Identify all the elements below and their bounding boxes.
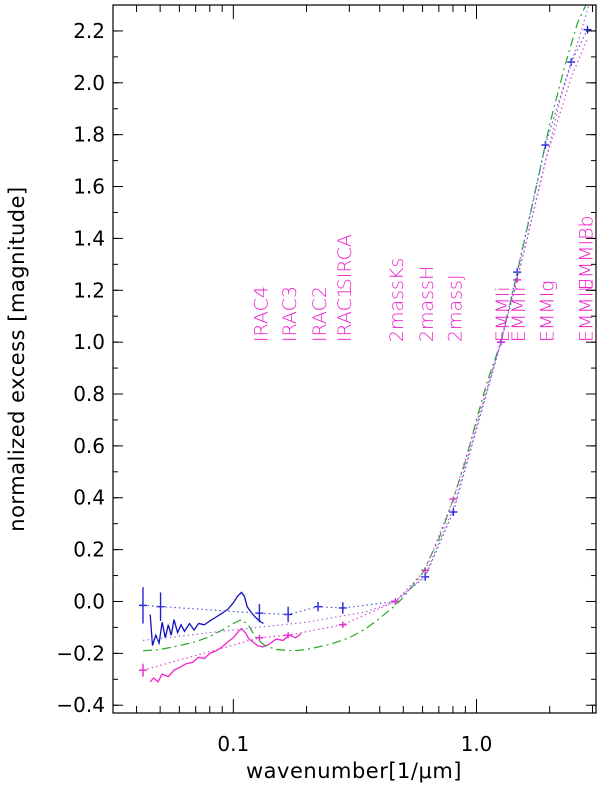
band-label: IRAC4 (250, 286, 272, 342)
plot-frame (112, 4, 597, 714)
band-label: EMMIBb (576, 215, 598, 290)
band-label: EMMIg (536, 280, 558, 342)
y-tick-label: 2.0 (73, 71, 105, 95)
y-tick-label: 1.0 (73, 330, 105, 354)
series-line-3 (149, 627, 302, 683)
data-point (255, 604, 264, 623)
band-label: IRAC3 (279, 286, 301, 342)
y-tick-label: −0.4 (56, 693, 105, 717)
x-tick-label: 0.1 (217, 732, 249, 756)
band-label: EMMIi (492, 286, 514, 342)
y-axis-title: normalized excess [magnitude] (5, 186, 29, 531)
series-line-5 (142, 29, 589, 616)
band-label: EMMIr (508, 284, 530, 342)
y-tick-label: 1.8 (73, 123, 105, 147)
series-line-7 (142, 5, 590, 641)
y-tick-label: 0.0 (73, 589, 105, 613)
y-tick-label: 0.2 (73, 538, 105, 562)
data-point (138, 587, 147, 624)
y-tick-label: −0.2 (56, 641, 105, 665)
x-tick-label: 1.0 (461, 732, 493, 756)
ticks-layer: −0.4 −0.2 0.0 0.2 0.4 0.6 0.8 1.0 1.2 1.4 1.6 1.8 2.… (56, 5, 596, 756)
band-label: IRAC1 (334, 286, 356, 342)
y-tick-label: 0.8 (73, 382, 105, 406)
series-line-4 (142, 5, 587, 652)
band-label: 2massH (416, 266, 438, 342)
axes-layer (112, 4, 597, 714)
band-label: 2massJ (444, 274, 466, 342)
y-tick-label: 1.4 (73, 226, 105, 250)
y-tick-label: 1.2 (73, 278, 105, 302)
x-axis-title: wavenumber[1/μm] (246, 759, 462, 783)
data-point (391, 598, 400, 605)
series-layer (138, 5, 592, 683)
y-tick-label: 1.6 (73, 175, 105, 199)
y-tick-label: 2.2 (73, 19, 105, 43)
series-line-2 (149, 591, 264, 646)
band-label: SIRCA (334, 234, 356, 290)
band-label: 2massKs (386, 258, 408, 342)
band-label: IRAC2 (309, 286, 331, 342)
data-point (138, 663, 147, 677)
series-line-6 (142, 38, 589, 671)
y-tick-label: 0.4 (73, 486, 105, 510)
band-label: EMMIU (576, 278, 598, 342)
y-tick-label: 0.6 (73, 434, 105, 458)
data-point (449, 508, 458, 516)
